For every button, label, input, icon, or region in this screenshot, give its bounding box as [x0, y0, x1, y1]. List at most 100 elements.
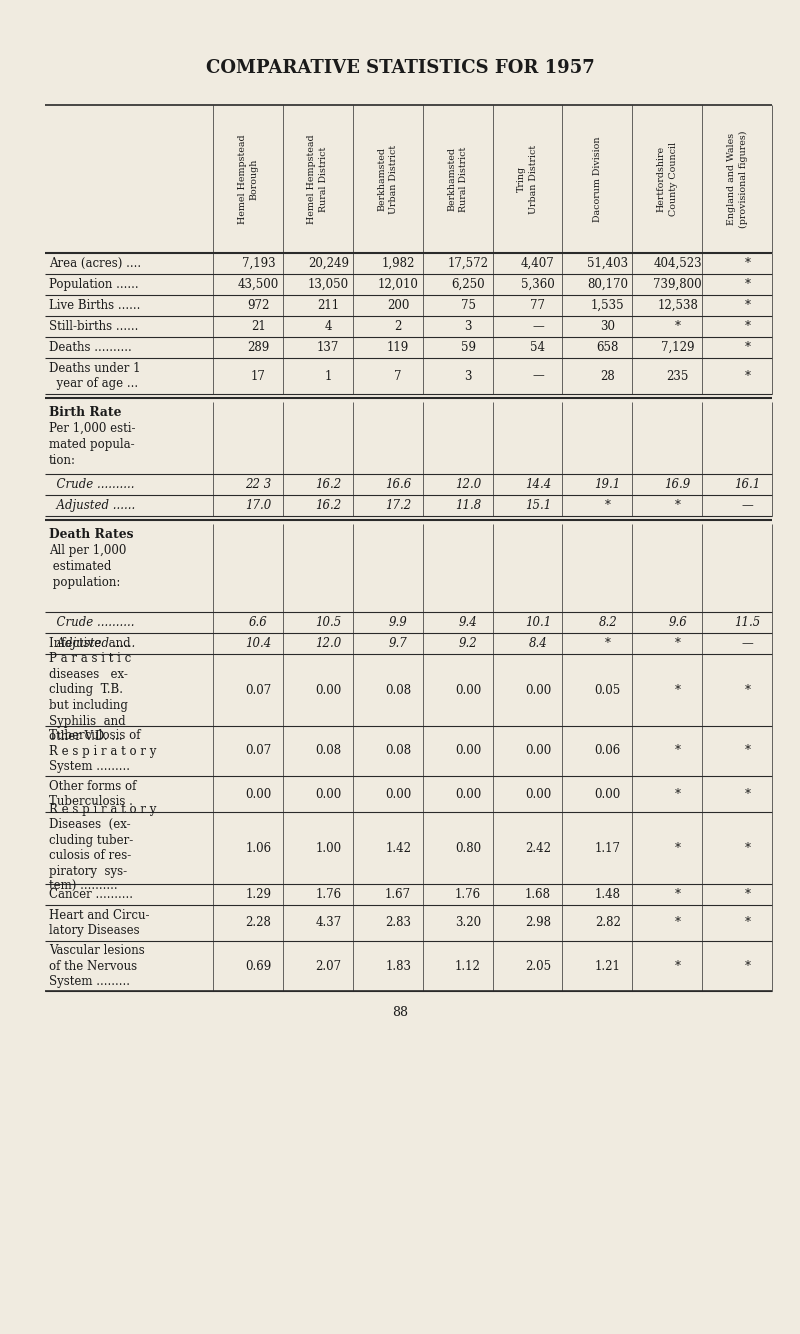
Text: Crude ..........: Crude ..........	[49, 616, 134, 630]
Text: 10.5: 10.5	[315, 616, 342, 630]
Text: 22 3: 22 3	[246, 478, 271, 491]
Text: Adjusted ......: Adjusted ......	[49, 499, 135, 512]
Text: 0.08: 0.08	[385, 683, 411, 696]
Text: 1.67: 1.67	[385, 888, 411, 900]
Text: 0.00: 0.00	[455, 744, 481, 758]
Text: 658: 658	[597, 342, 619, 354]
Text: 289: 289	[247, 342, 270, 354]
Text: Birth Rate: Birth Rate	[49, 406, 122, 419]
Text: 137: 137	[317, 342, 339, 354]
Text: *: *	[745, 916, 750, 930]
Text: 80,170: 80,170	[587, 277, 628, 291]
Text: 0.08: 0.08	[385, 744, 411, 758]
Text: 17.0: 17.0	[246, 499, 271, 512]
Text: 1.12: 1.12	[455, 959, 481, 972]
Text: 0.00: 0.00	[315, 787, 342, 800]
Text: 0.00: 0.00	[246, 787, 271, 800]
Text: 9.7: 9.7	[389, 638, 407, 650]
Text: 12,538: 12,538	[658, 299, 698, 312]
Text: *: *	[605, 499, 610, 512]
Text: 15.1: 15.1	[525, 499, 551, 512]
Text: —: —	[742, 638, 754, 650]
Text: *: *	[745, 744, 750, 758]
Text: Hertfordshire
County Council: Hertfordshire County Council	[657, 141, 678, 216]
Text: —: —	[742, 499, 754, 512]
Text: 2: 2	[394, 320, 402, 334]
Text: 1: 1	[325, 370, 332, 383]
Text: Hemel Hempstead
Rural District: Hemel Hempstead Rural District	[307, 135, 328, 224]
Text: Heart and Circu-
latory Diseases: Heart and Circu- latory Diseases	[49, 908, 150, 938]
Text: 12.0: 12.0	[455, 478, 481, 491]
Text: 0.05: 0.05	[594, 683, 621, 696]
Text: 1.83: 1.83	[385, 959, 411, 972]
Text: Vascular lesions
of the Nervous
System .........: Vascular lesions of the Nervous System .…	[49, 944, 145, 988]
Text: 51,403: 51,403	[587, 257, 628, 269]
Text: 0.07: 0.07	[246, 683, 271, 696]
Text: Berkhamsted
Rural District: Berkhamsted Rural District	[447, 147, 468, 212]
Text: *: *	[745, 787, 750, 800]
Text: 4,407: 4,407	[521, 257, 554, 269]
Text: 43,500: 43,500	[238, 277, 279, 291]
Text: *: *	[674, 787, 681, 800]
Text: 9.9: 9.9	[389, 616, 407, 630]
Text: 1.06: 1.06	[246, 842, 271, 855]
Text: 6.6: 6.6	[249, 616, 268, 630]
Text: *: *	[745, 320, 750, 334]
Text: Per 1,000 esti-
mated popula-
tion:: Per 1,000 esti- mated popula- tion:	[49, 422, 135, 467]
Text: *: *	[605, 638, 610, 650]
Text: *: *	[674, 842, 681, 855]
Text: *: *	[745, 888, 750, 900]
Text: 9.4: 9.4	[458, 616, 478, 630]
Text: 16.9: 16.9	[665, 478, 690, 491]
Text: 119: 119	[387, 342, 410, 354]
Text: 8.4: 8.4	[529, 638, 547, 650]
Text: 0.00: 0.00	[455, 683, 481, 696]
Text: 2.82: 2.82	[595, 916, 621, 930]
Text: 235: 235	[666, 370, 689, 383]
Text: 16.6: 16.6	[385, 478, 411, 491]
Text: 13,050: 13,050	[308, 277, 349, 291]
Text: 4: 4	[325, 320, 332, 334]
Text: Crude ..........: Crude ..........	[49, 478, 134, 491]
Text: 28: 28	[601, 370, 615, 383]
Text: 2.28: 2.28	[246, 916, 271, 930]
Text: 6,250: 6,250	[451, 277, 485, 291]
Text: 4.37: 4.37	[315, 916, 342, 930]
Text: 200: 200	[387, 299, 410, 312]
Text: 17.2: 17.2	[385, 499, 411, 512]
Text: 10.1: 10.1	[525, 616, 551, 630]
Text: 1.42: 1.42	[385, 842, 411, 855]
Text: 3: 3	[464, 320, 472, 334]
Text: 2.05: 2.05	[525, 959, 551, 972]
Text: *: *	[745, 299, 750, 312]
Text: 0.69: 0.69	[246, 959, 271, 972]
Text: *: *	[745, 277, 750, 291]
Text: Tuberculosis of
R e s p i r a t o r y
System .........: Tuberculosis of R e s p i r a t o r y Sy…	[49, 728, 156, 772]
Text: 0.00: 0.00	[315, 683, 342, 696]
Text: England and Wales
(provisional figures): England and Wales (provisional figures)	[726, 131, 747, 228]
Text: 7,129: 7,129	[661, 342, 694, 354]
Text: 0.07: 0.07	[246, 744, 271, 758]
Text: *: *	[674, 683, 681, 696]
Text: 2.42: 2.42	[525, 842, 551, 855]
Text: 739,800: 739,800	[654, 277, 702, 291]
Text: 75: 75	[461, 299, 475, 312]
Text: 1.68: 1.68	[525, 888, 551, 900]
Text: Tring
Urban District: Tring Urban District	[517, 144, 538, 213]
Text: 19.1: 19.1	[594, 478, 621, 491]
Text: 1,535: 1,535	[591, 299, 625, 312]
Text: 0.00: 0.00	[385, 787, 411, 800]
Text: Live Births ......: Live Births ......	[49, 299, 140, 312]
Text: Infective  and
P a r a s i t i c
diseases   ex-
cluding  T.B.
but including
Syph: Infective and P a r a s i t i c diseases…	[49, 638, 131, 743]
Text: 7: 7	[394, 370, 402, 383]
Text: 1.76: 1.76	[315, 888, 342, 900]
Text: *: *	[674, 744, 681, 758]
Text: 16.2: 16.2	[315, 499, 342, 512]
Text: Deaths ..........: Deaths ..........	[49, 342, 132, 354]
Text: *: *	[745, 959, 750, 972]
Text: Still-births ......: Still-births ......	[49, 320, 138, 334]
Text: 1.29: 1.29	[246, 888, 271, 900]
Text: 1.00: 1.00	[315, 842, 342, 855]
Text: 11.5: 11.5	[734, 616, 761, 630]
Text: Adjusted ......: Adjusted ......	[49, 638, 135, 650]
